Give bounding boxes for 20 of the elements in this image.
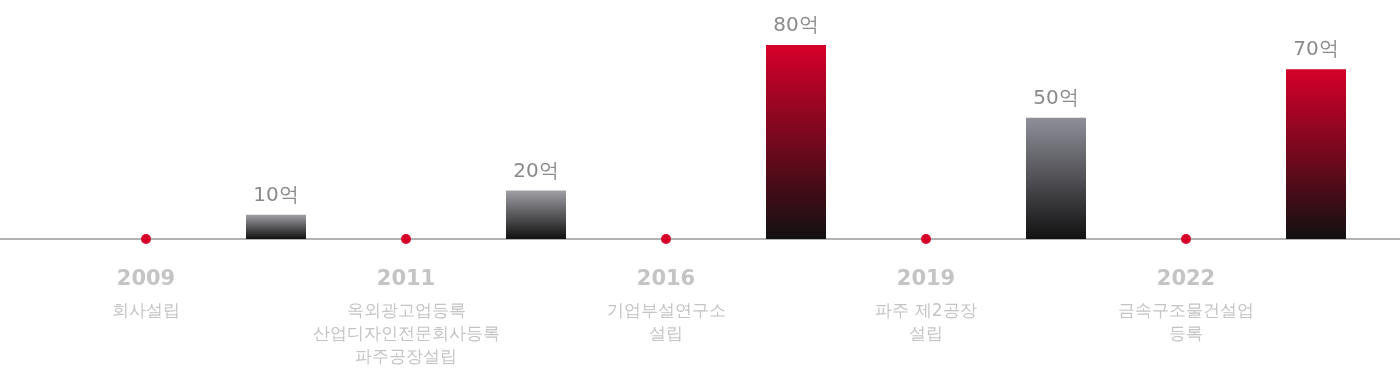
text: 기업부설연구소 설립 bbox=[606, 300, 726, 343]
x-tick-label: 2011 bbox=[376, 266, 436, 290]
x-tick-label: 2009 bbox=[116, 266, 176, 290]
data-label: 70억 bbox=[1293, 36, 1339, 61]
bar bbox=[506, 190, 566, 239]
text: 금속구조물건설업 등록 bbox=[1118, 300, 1254, 343]
data-label: 50억 bbox=[1033, 84, 1079, 109]
x-tick-label: 2016 bbox=[636, 266, 696, 290]
x-tick-label: 2022 bbox=[1156, 266, 1216, 290]
text: 옥외광고업등록 산업디자인전문회사등록 파주공장설립 bbox=[312, 300, 500, 366]
bar bbox=[246, 214, 306, 239]
text: 파주 제2공장 설립 bbox=[875, 300, 977, 343]
bar bbox=[1286, 69, 1346, 239]
x-tick-label: 2019 bbox=[896, 266, 956, 290]
bar bbox=[766, 45, 826, 239]
data-label: 10억 bbox=[253, 181, 299, 206]
bar bbox=[1026, 117, 1086, 239]
text: 회사설립 bbox=[112, 300, 180, 320]
data-label: 20억 bbox=[513, 157, 559, 182]
data-label: 80억 bbox=[773, 12, 819, 36]
